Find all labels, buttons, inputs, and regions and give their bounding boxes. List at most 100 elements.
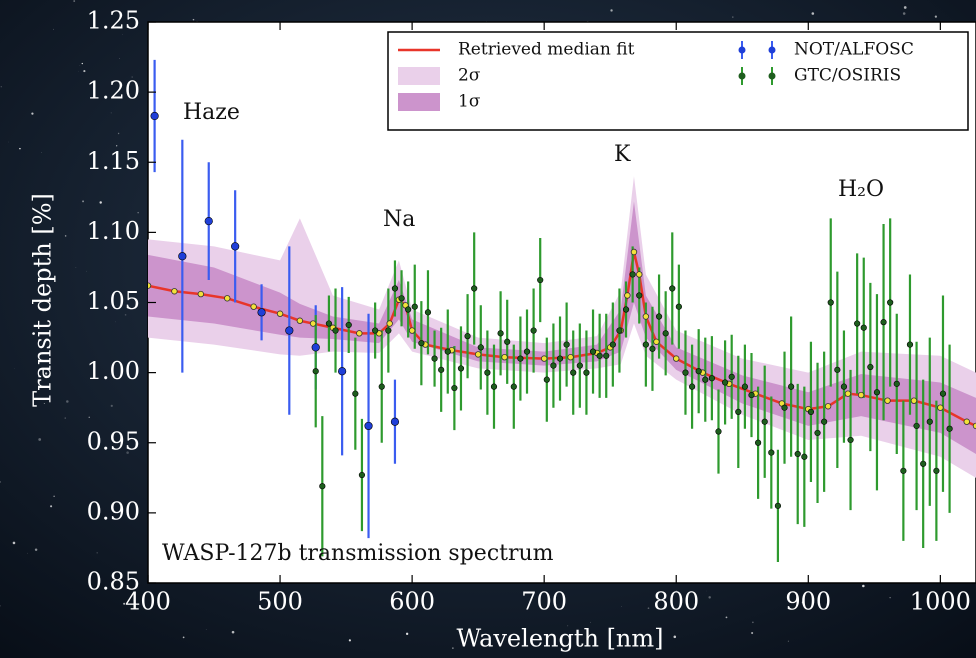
- data-point: [523, 348, 531, 355]
- star: [231, 630, 235, 634]
- star: [787, 640, 789, 642]
- data-point: [504, 338, 511, 345]
- star: [862, 584, 865, 588]
- data-point: [708, 375, 715, 382]
- data-point: [913, 422, 920, 430]
- data-point: [319, 483, 326, 490]
- data-point: [550, 362, 557, 369]
- star: [192, 18, 195, 21]
- star: [78, 70, 79, 72]
- data-point: [669, 285, 676, 292]
- data-point: [444, 348, 451, 355]
- model-point: [474, 351, 482, 358]
- star: [0, 605, 1, 607]
- y-tick-label: 1.15: [87, 147, 140, 175]
- data-point: [755, 439, 762, 446]
- model-point: [197, 290, 205, 298]
- legend-swatch: [768, 46, 776, 54]
- data-point: [741, 383, 748, 390]
- star: [903, 6, 907, 9]
- data-point: [860, 324, 867, 331]
- data-point: [464, 333, 471, 340]
- annotation: Haze: [183, 100, 240, 125]
- star: [732, 16, 734, 18]
- data-point: [781, 404, 788, 411]
- data-point: [840, 383, 848, 390]
- data-point: [556, 355, 564, 362]
- y-tick-label: 1.10: [87, 217, 140, 245]
- data-point: [801, 453, 808, 460]
- legend-label: 2σ: [458, 66, 481, 86]
- data-point: [391, 285, 399, 292]
- star: [675, 590, 677, 592]
- data-point: [748, 391, 755, 399]
- data-point: [530, 327, 537, 334]
- star: [50, 290, 52, 293]
- data-point: [563, 341, 570, 348]
- data-point: [933, 467, 940, 474]
- model-point: [356, 330, 363, 337]
- legend-swatch: [398, 67, 440, 85]
- data-point: [768, 449, 775, 456]
- star: [889, 597, 891, 599]
- star: [131, 76, 133, 78]
- data-point: [405, 306, 412, 313]
- star: [348, 639, 351, 642]
- data-point: [616, 327, 623, 334]
- x-tick-label: 1000: [910, 588, 971, 616]
- data-point: [735, 408, 742, 415]
- data-point: [603, 352, 610, 359]
- data-point: [471, 285, 478, 292]
- data-point: [325, 320, 333, 327]
- data-point: [926, 418, 933, 425]
- legend: Retrieved median fit 2σ 1σ NOT/ALFOSC GTC/OS…: [398, 40, 914, 112]
- star: [117, 132, 120, 135]
- model-point: [824, 403, 832, 410]
- model-point: [963, 418, 970, 425]
- data-point: [675, 303, 682, 310]
- data-point: [761, 418, 768, 425]
- data-point: [490, 383, 498, 390]
- data-point: [920, 460, 927, 467]
- model-point: [296, 317, 304, 324]
- legend-swatch: [768, 72, 776, 80]
- data-point: [477, 344, 484, 351]
- data-point: [887, 299, 894, 306]
- data-point: [231, 242, 240, 251]
- star: [610, 9, 613, 12]
- star: [82, 200, 84, 203]
- star: [64, 235, 67, 237]
- star: [19, 147, 21, 150]
- data-point: [398, 295, 405, 302]
- star: [934, 15, 937, 18]
- data-point: [338, 367, 347, 376]
- star: [64, 417, 66, 419]
- legend-swatch: [738, 72, 746, 80]
- data-point: [906, 341, 914, 348]
- data-point: [390, 417, 400, 426]
- star: [590, 621, 591, 623]
- star: [86, 270, 88, 272]
- star: [0, 86, 2, 88]
- model-point: [630, 248, 638, 256]
- data-point: [576, 362, 583, 369]
- star: [110, 404, 113, 407]
- model-point: [844, 390, 852, 397]
- data-point: [649, 345, 656, 352]
- data-point: [682, 369, 689, 376]
- y-tick-label: 0.90: [87, 497, 140, 525]
- star: [116, 145, 118, 147]
- data-point: [372, 327, 379, 334]
- confidence-band: [148, 201, 976, 454]
- star: [81, 62, 84, 65]
- data-point: [378, 383, 385, 390]
- star: [752, 621, 754, 624]
- star: [99, 201, 102, 204]
- model-point: [567, 353, 574, 361]
- star: [811, 12, 815, 15]
- model-point: [309, 320, 317, 327]
- x-tick-label: 500: [257, 588, 303, 616]
- data-point: [873, 389, 881, 396]
